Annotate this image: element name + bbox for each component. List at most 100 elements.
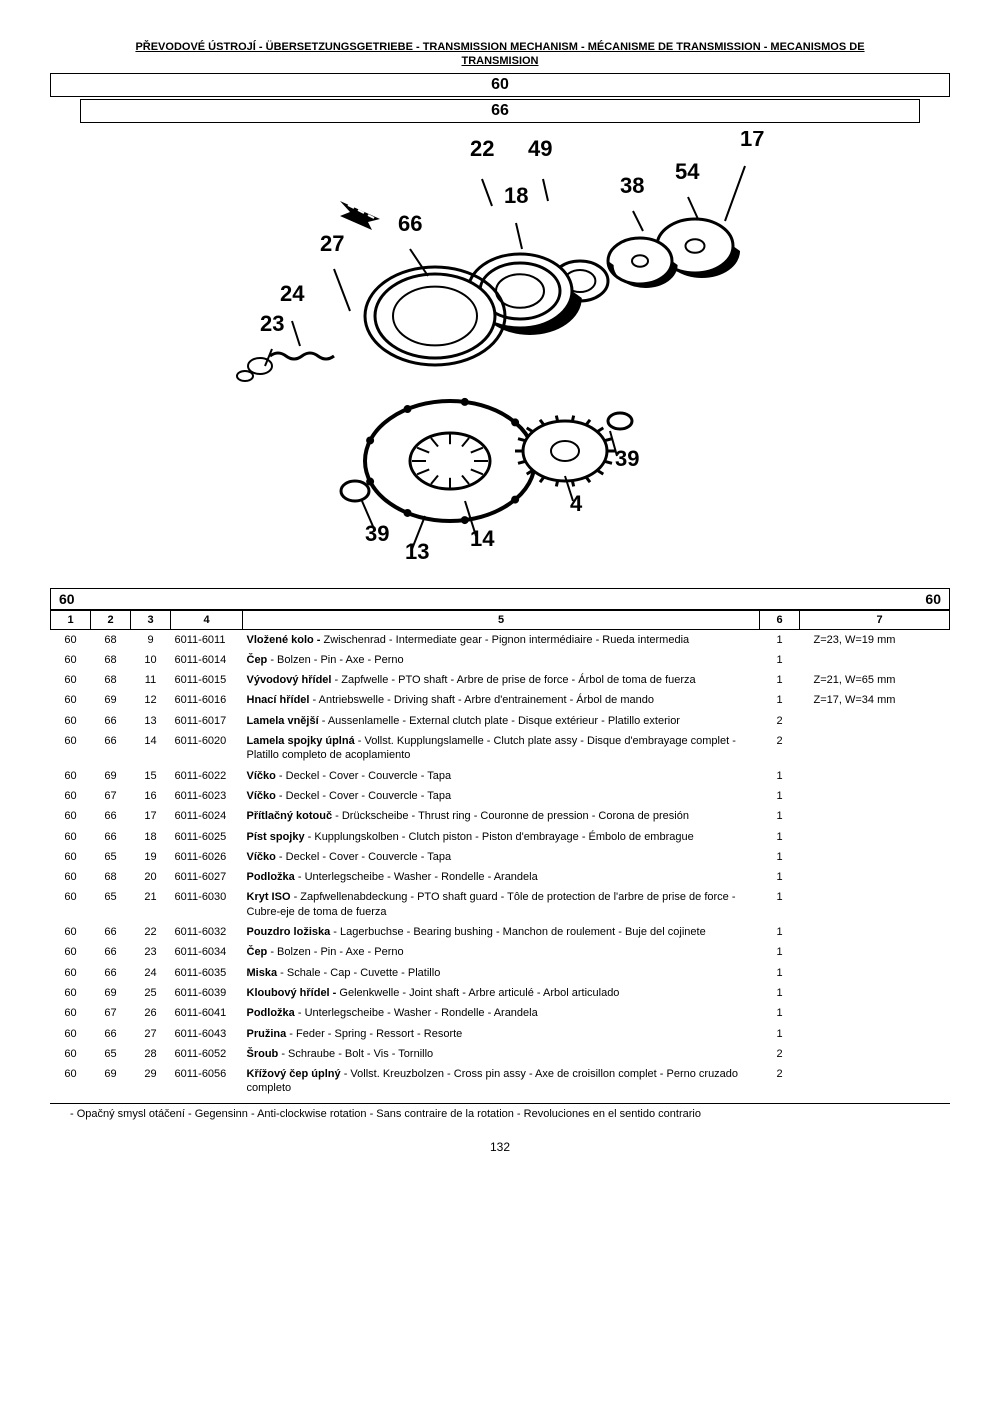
part-description: Miska - Schale - Cap - Cuvette - Platill… [243,963,760,983]
table-row: 6069256011-6039Kloubový hřídel - Gelenkw… [51,983,950,1003]
part-name-rest: - Zapfwelle - PTO shaft - Arbre de prise… [331,674,695,686]
part-name-lead: Vložené kolo - [247,634,324,646]
svg-text:38: 38 [620,173,644,198]
cell-c2: 69 [91,690,131,710]
cell-c7 [800,731,950,766]
part-name-lead: Víčko [247,790,276,802]
footnote: - Opačný smysl otáčení - Gegensinn - Ant… [50,1103,950,1120]
cell-c3: 26 [131,1003,171,1023]
cell-c4: 6011-6043 [171,1024,243,1044]
cell-c7 [800,806,950,826]
part-name-lead: Miska [247,967,278,979]
cell-c3: 20 [131,867,171,887]
cell-c1: 60 [51,629,91,650]
part-name-rest: - Lagerbuchse - Bearing bushing - Mancho… [330,926,705,938]
cell-c1: 60 [51,786,91,806]
page-number: 132 [50,1140,950,1154]
cell-c6: 1 [760,1003,800,1023]
table-row: 6065196011-6026Víčko - Deckel - Cover - … [51,847,950,867]
cell-c7 [800,963,950,983]
cell-c2: 66 [91,942,131,962]
part-name-lead: Čep [247,946,268,958]
table-row: 6069296011-6056Křížový čep úplný - Volls… [51,1064,950,1099]
svg-text:13: 13 [405,539,429,564]
cell-c2: 66 [91,731,131,766]
cell-c2: 69 [91,1064,131,1099]
svg-text:27: 27 [320,231,344,256]
part-name-lead: Hnací hřídel [247,694,310,706]
cell-c1: 60 [51,847,91,867]
cell-c2: 66 [91,711,131,731]
svg-text:4: 4 [570,491,583,516]
column-header-row: 1234567 [51,610,950,629]
cell-c7: Z=17, W=34 mm [800,690,950,710]
cell-c1: 60 [51,827,91,847]
table-row: 6066176011-6024Přítlačný kotouč - Drücks… [51,806,950,826]
part-name-rest: - Schraube - Bolt - Vis - Tornillo [278,1048,433,1060]
table-row: 6066246011-6035Miska - Schale - Cap - Cu… [51,963,950,983]
part-name-lead: Pružina [247,1028,287,1040]
part-description: Čep - Bolzen - Pin - Axe - Perno [243,942,760,962]
cell-c3: 24 [131,963,171,983]
section-title: PŘEVODOVÉ ÚSTROJÍ - ÜBERSETZUNGSGETRIEBE… [50,40,950,69]
cell-c6: 1 [760,827,800,847]
cell-c2: 68 [91,670,131,690]
cell-c4: 6011-6026 [171,847,243,867]
col-header-6: 6 [760,610,800,629]
table-row: 6066136011-6017Lamela vnější - Aussenlam… [51,711,950,731]
table-row: 6069156011-6022Víčko - Deckel - Cover - … [51,766,950,786]
part-name-lead: Víčko [247,770,276,782]
table-row: 6066226011-6032Pouzdro ložiska - Lagerbu… [51,922,950,942]
cell-c1: 60 [51,1064,91,1099]
cell-c2: 66 [91,827,131,847]
part-name-rest: Gelenkwelle - Joint shaft - Arbre articu… [339,987,619,999]
cell-c2: 66 [91,1024,131,1044]
cell-c7 [800,887,950,922]
part-description: Píst spojky - Kupplungskolben - Clutch p… [243,827,760,847]
table-row: 6066276011-6043Pružina - Feder - Spring … [51,1024,950,1044]
cell-c4: 6011-6016 [171,690,243,710]
cell-c4: 6011-6024 [171,806,243,826]
cell-c6: 1 [760,690,800,710]
cell-c3: 11 [131,670,171,690]
part-name-lead: Podložka [247,871,295,883]
part-name-rest: - Antriebswelle - Driving shaft - Arbre … [309,694,653,706]
cell-c7 [800,1003,950,1023]
cell-c7 [800,867,950,887]
svg-text:39: 39 [365,521,389,546]
cell-c4: 6011-6030 [171,887,243,922]
cell-c6: 1 [760,670,800,690]
part-description: Kloubový hřídel - Gelenkwelle - Joint sh… [243,983,760,1003]
cell-c6: 2 [760,1044,800,1064]
part-name-lead: Kloubový hřídel - [247,987,340,999]
cell-c3: 25 [131,983,171,1003]
cell-c1: 60 [51,922,91,942]
cell-c3: 21 [131,887,171,922]
cell-c7 [800,983,950,1003]
group-sub-label: 66 [491,102,509,119]
part-name-rest: - Bolzen - Pin - Axe - Perno [267,946,403,958]
parts-table: 1234567 606896011-6011Vložené kolo - Zwi… [50,610,950,1099]
part-description: Lamela vnější - Aussenlamelle - External… [243,711,760,731]
cell-c4: 6011-6023 [171,786,243,806]
cell-c4: 6011-6015 [171,670,243,690]
part-name-lead: Křížový čep úplný [247,1068,344,1080]
part-description: Podložka - Unterlegscheibe - Washer - Ro… [243,867,760,887]
part-name-lead: Píst spojky [247,831,305,843]
part-description: Víčko - Deckel - Cover - Couvercle - Tap… [243,847,760,867]
cell-c6: 1 [760,922,800,942]
part-description: Podložka - Unterlegscheibe - Washer - Ro… [243,1003,760,1023]
col-header-2: 2 [91,610,131,629]
part-description: Pouzdro ložiska - Lagerbuchse - Bearing … [243,922,760,942]
cell-c6: 1 [760,942,800,962]
cell-c7 [800,847,950,867]
table-row: 606896011-6011Vložené kolo - Zwischenrad… [51,629,950,650]
cell-c7 [800,786,950,806]
table-row: 6067266011-6041Podložka - Unterlegscheib… [51,1003,950,1023]
cell-c6: 1 [760,983,800,1003]
cell-c1: 60 [51,670,91,690]
cell-c6: 1 [760,1024,800,1044]
part-description: Přítlačný kotouč - Drückscheibe - Thrust… [243,806,760,826]
cell-c4: 6011-6027 [171,867,243,887]
cell-c2: 66 [91,963,131,983]
